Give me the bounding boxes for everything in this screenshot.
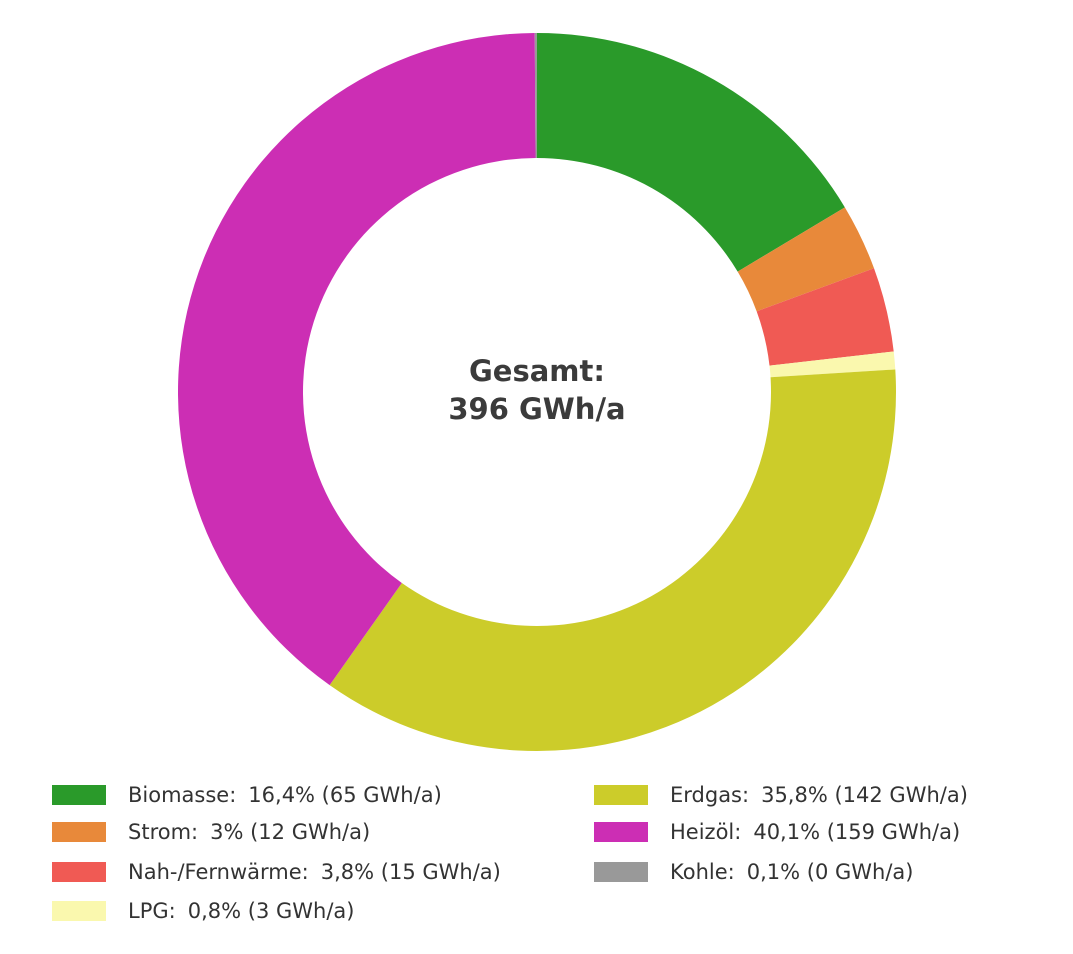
legend-swatch-heizoel [594, 822, 648, 842]
center-label-line1: Gesamt: [469, 354, 605, 388]
donut-slice-erdgas [329, 369, 897, 751]
legend-label-heizoel: Heizöl: [670, 820, 742, 844]
legend-swatch-erdgas [594, 785, 648, 805]
center-label-line2: 396 GWh/a [448, 392, 626, 426]
legend-value-heizoel: 40,1% (159 GWh/a) [753, 820, 961, 844]
donut-slice-heizöl [178, 33, 536, 686]
legend-swatch-lpg [52, 901, 106, 921]
legend-value-nah-fernwaerme: 3,8% (15 GWh/a) [320, 860, 501, 884]
donut-slice-strom [737, 207, 875, 312]
legend-item-nah-fernwaerme: Nah-/Fernwärme: 3,8% (15 GWh/a) [52, 859, 501, 885]
legend-swatch-kohle [594, 862, 648, 882]
donut-slice-nah-fernwärme [756, 268, 894, 366]
legend-value-kohle: 0,1% (0 GWh/a) [746, 860, 914, 884]
chart-legend: Biomasse: 16,4% (65 GWh/a) Strom: 3% (12… [0, 782, 1073, 942]
legend-value-erdgas: 35,8% (142 GWh/a) [761, 783, 968, 807]
donut-slice-lpg [769, 351, 896, 378]
legend-item-heizoel: Heizöl: 40,1% (159 GWh/a) [594, 819, 960, 845]
legend-label-kohle: Kohle: [670, 860, 735, 884]
legend-label-strom: Strom: [128, 820, 199, 844]
legend-label-nah-fernwaerme: Nah-/Fernwärme: [128, 860, 309, 884]
donut-slice-kohle [534, 33, 537, 159]
donut-slice-biomasse [537, 33, 845, 272]
legend-value-biomasse: 16,4% (65 GWh/a) [248, 783, 442, 807]
donut-chart [178, 33, 897, 751]
legend-swatch-nah-fernwaerme [52, 862, 106, 882]
legend-value-lpg: 0,8% (3 GWh/a) [187, 899, 355, 923]
legend-swatch-biomasse [52, 785, 106, 805]
legend-label-lpg: LPG: [128, 899, 176, 923]
legend-label-erdgas: Erdgas: [670, 783, 750, 807]
legend-label-biomasse: Biomasse: [128, 783, 237, 807]
center-total-label: Gesamt: 396 GWh/a [387, 352, 687, 428]
legend-item-strom: Strom: 3% (12 GWh/a) [52, 819, 370, 845]
legend-value-strom: 3% (12 GWh/a) [210, 820, 371, 844]
legend-item-erdgas: Erdgas: 35,8% (142 GWh/a) [594, 782, 968, 808]
legend-item-kohle: Kohle: 0,1% (0 GWh/a) [594, 859, 913, 885]
legend-swatch-strom [52, 822, 106, 842]
legend-item-biomasse: Biomasse: 16,4% (65 GWh/a) [52, 782, 442, 808]
legend-item-lpg: LPG: 0,8% (3 GWh/a) [52, 898, 354, 924]
